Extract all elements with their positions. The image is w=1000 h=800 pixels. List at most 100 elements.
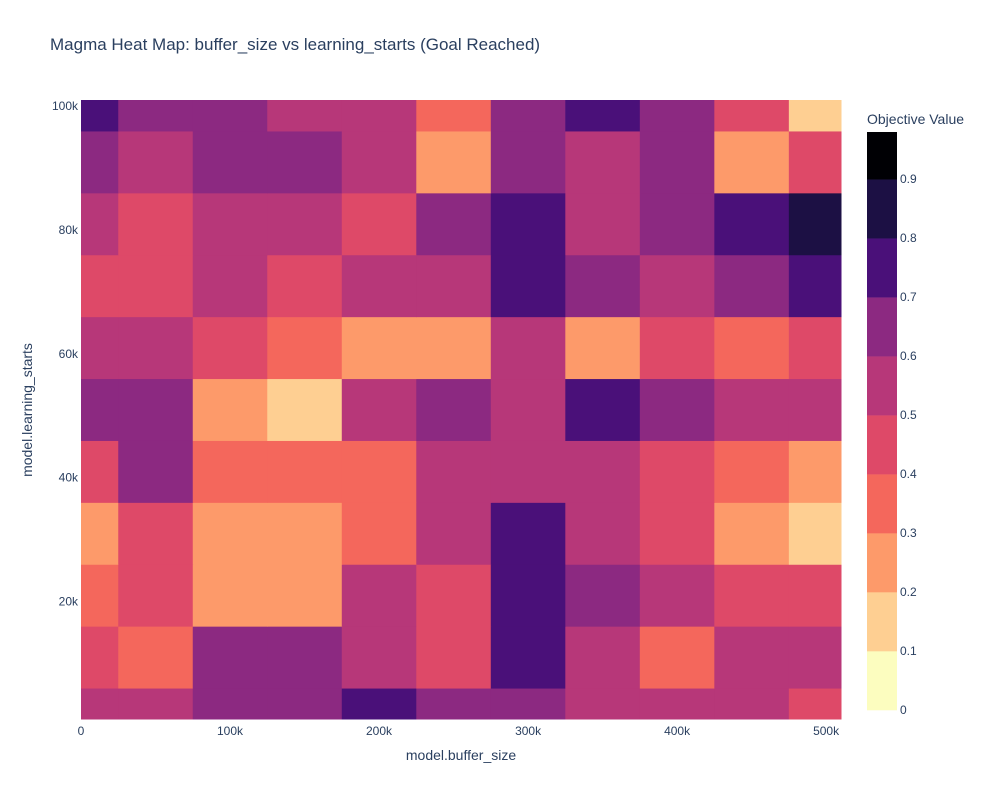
heat-cell xyxy=(118,440,194,503)
heat-cell xyxy=(788,626,842,689)
x-axis-title: model.buffer_size xyxy=(406,747,516,763)
heat-cell xyxy=(118,100,194,132)
chart-title: Magma Heat Map: buffer_size vs learning_… xyxy=(50,35,540,54)
colorbar-tick-label: 0 xyxy=(900,703,907,717)
heat-cell xyxy=(639,440,715,503)
colorbar-band xyxy=(867,179,897,239)
heat-cell xyxy=(565,626,641,689)
colorbar-tick-label: 0.5 xyxy=(900,408,917,422)
heat-cell xyxy=(341,564,417,627)
heat-cell xyxy=(714,254,790,318)
heat-cell xyxy=(341,626,417,689)
heat-cell xyxy=(788,100,842,132)
heat-cell xyxy=(192,440,268,503)
heat-cell xyxy=(81,688,119,720)
heat-cell xyxy=(416,192,492,256)
x-tick-label: 200k xyxy=(366,724,393,738)
heat-cell xyxy=(267,626,343,689)
heat-cell xyxy=(565,688,641,720)
colorbar-band xyxy=(867,356,897,416)
x-tick-label: 0 xyxy=(78,724,85,738)
colorbar-band xyxy=(867,592,897,652)
y-tick-label: 80k xyxy=(59,223,79,237)
heat-cell xyxy=(639,254,715,318)
x-axis-ticks: 0 100k 200k 300k 400k 500k xyxy=(78,724,840,738)
heat-cell xyxy=(267,192,343,256)
plot-area xyxy=(81,100,842,720)
heat-cell xyxy=(639,502,715,565)
x-tick-label: 300k xyxy=(515,724,542,738)
y-tick-label: 100k xyxy=(52,99,79,113)
heat-cell xyxy=(341,254,417,318)
heat-cell xyxy=(714,100,790,132)
colorbar-band xyxy=(867,474,897,534)
heat-cell xyxy=(490,688,566,720)
y-tick-label: 40k xyxy=(59,471,79,485)
heat-cell xyxy=(565,564,641,627)
heat-cell xyxy=(81,130,119,194)
colorbar-bands xyxy=(867,132,897,711)
heat-cell xyxy=(192,130,268,194)
colorbar-tick-label: 0.7 xyxy=(900,290,917,304)
colorbar-tick-label: 0.3 xyxy=(900,526,917,540)
heat-cell xyxy=(267,130,343,194)
heat-cell xyxy=(341,192,417,256)
heat-cell xyxy=(714,502,790,565)
heat-cell xyxy=(81,440,119,503)
heat-cell xyxy=(565,378,641,441)
heat-cells xyxy=(81,100,842,720)
heat-cell xyxy=(639,688,715,720)
heat-cell xyxy=(714,688,790,720)
y-tick-label: 20k xyxy=(59,594,79,608)
heat-cell xyxy=(490,316,566,380)
heat-cell xyxy=(267,688,343,720)
heat-cell xyxy=(81,564,119,627)
heat-cell xyxy=(81,316,119,380)
x-tick-label: 100k xyxy=(217,724,244,738)
colorbar-band xyxy=(867,238,897,298)
colorbar-band xyxy=(867,415,897,475)
heat-cell xyxy=(341,502,417,565)
heat-cell xyxy=(118,378,194,441)
heat-cell xyxy=(788,440,842,503)
colorbar-tick-label: 0.4 xyxy=(900,467,917,481)
heat-cell xyxy=(714,316,790,380)
heat-cell xyxy=(714,564,790,627)
heat-cell xyxy=(81,502,119,565)
heat-cell xyxy=(788,316,842,380)
heat-cell xyxy=(490,100,566,132)
heat-cell xyxy=(192,688,268,720)
heat-cell xyxy=(192,502,268,565)
heat-cell xyxy=(416,316,492,380)
y-axis-ticks: 20k 40k 60k 80k 100k xyxy=(52,99,79,608)
heat-cell xyxy=(416,100,492,132)
heat-cell xyxy=(341,130,417,194)
heat-cell xyxy=(788,502,842,565)
heat-cell xyxy=(81,100,119,132)
heat-cell xyxy=(267,254,343,318)
heat-cell xyxy=(639,130,715,194)
heat-cell xyxy=(788,564,842,627)
heat-cell xyxy=(341,100,417,132)
heat-cell xyxy=(416,564,492,627)
heat-cell xyxy=(192,378,268,441)
heat-cell xyxy=(416,626,492,689)
heat-cell xyxy=(416,130,492,194)
heat-cell xyxy=(416,254,492,318)
heat-cell xyxy=(118,688,194,720)
colorbar-ticks: 0 0.1 0.2 0.3 0.4 0.5 0.6 0.7 0.8 0.9 xyxy=(900,172,917,717)
heat-cell xyxy=(192,192,268,256)
heat-cell xyxy=(341,440,417,503)
heat-cell xyxy=(714,378,790,441)
heat-cell xyxy=(341,688,417,720)
heat-cell xyxy=(714,130,790,194)
heat-cell xyxy=(639,316,715,380)
heat-cell xyxy=(267,378,343,441)
heat-cell xyxy=(490,564,566,627)
heat-cell xyxy=(192,100,268,132)
heat-cell xyxy=(416,378,492,441)
heat-cell xyxy=(788,254,842,318)
heat-cell xyxy=(565,502,641,565)
heat-cell xyxy=(81,626,119,689)
